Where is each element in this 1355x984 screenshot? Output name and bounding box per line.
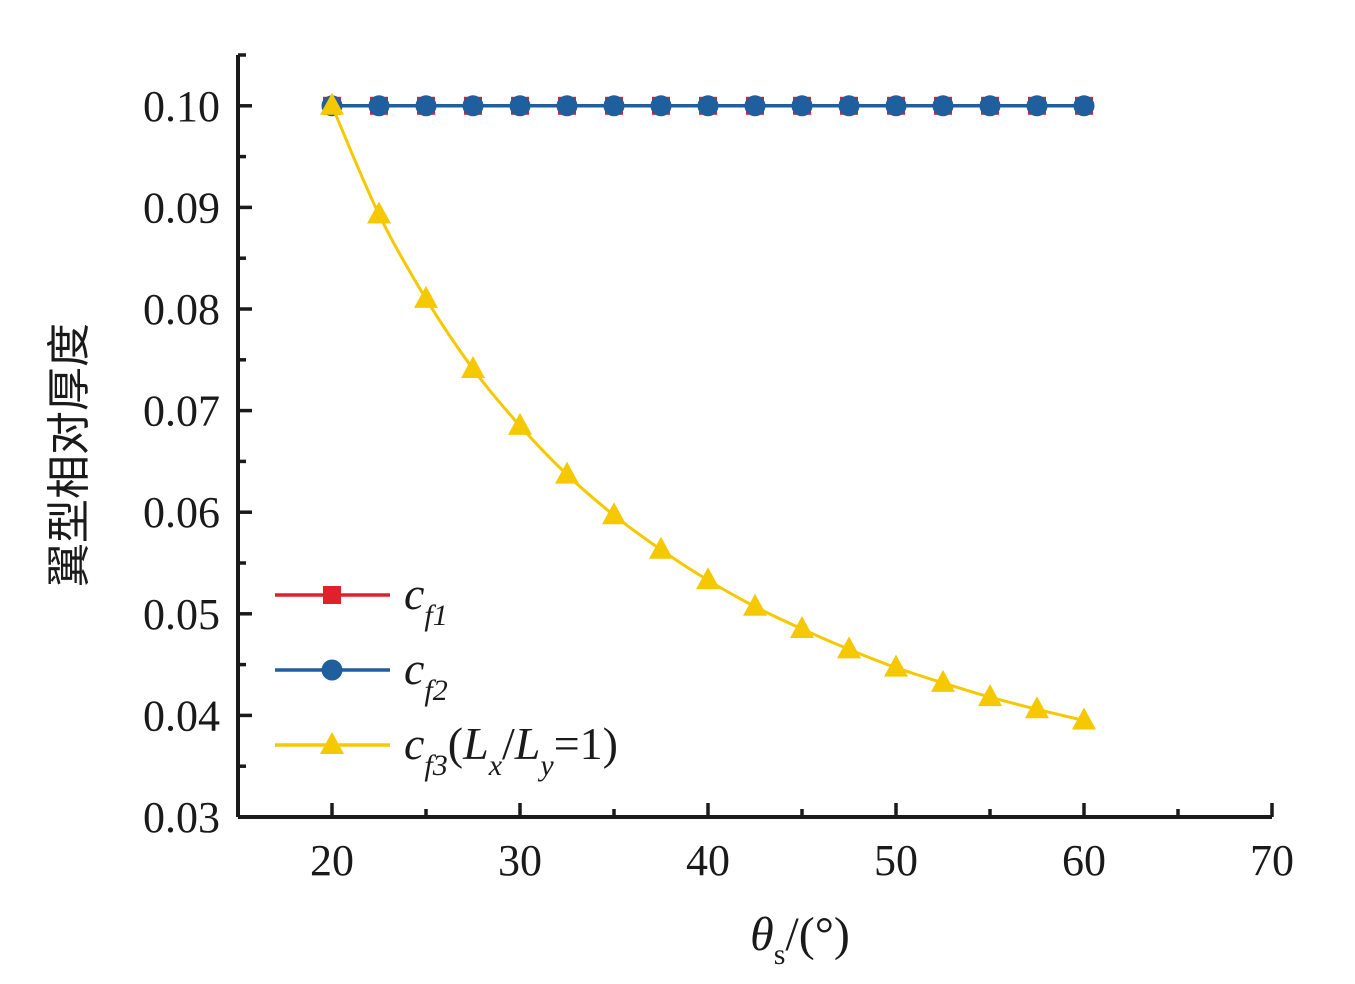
legend-marker: [321, 659, 343, 681]
data-point: [838, 95, 860, 117]
data-point: [1072, 707, 1096, 730]
data-point: [320, 92, 344, 115]
y-tick-label: 0.06: [143, 488, 220, 537]
data-point: [744, 95, 766, 117]
series-cf2: [321, 95, 1095, 117]
y-tick-label: 0.05: [143, 590, 220, 639]
data-point: [885, 95, 907, 117]
data-point: [1025, 696, 1049, 719]
data-point: [650, 95, 672, 117]
y-tick-label: 0.08: [143, 285, 220, 334]
data-point: [556, 95, 578, 117]
series-layer: [320, 92, 1096, 730]
x-axis-unit: /(°): [785, 908, 850, 961]
x-axis-subscript: s: [774, 938, 786, 971]
data-point: [932, 95, 954, 117]
data-point: [791, 95, 813, 117]
data-point: [603, 95, 625, 117]
data-point: [1026, 95, 1048, 117]
x-axis-title: θs/(°): [750, 908, 850, 971]
x-tick-label: 30: [498, 836, 542, 885]
y-tick-label: 0.10: [143, 82, 220, 131]
y-tick-label: 0.03: [143, 793, 220, 842]
y-tick-label: 0.04: [143, 691, 220, 740]
data-point: [837, 636, 861, 659]
legend-item-cf1: cf1: [275, 568, 448, 632]
legend-marker: [323, 586, 341, 604]
data-point: [462, 95, 484, 117]
data-point: [790, 616, 814, 639]
data-point: [509, 95, 531, 117]
x-axis-symbol: θ: [750, 908, 774, 961]
legend-item-cf2: cf2: [275, 643, 448, 707]
data-point: [978, 684, 1002, 707]
legend: cf1 cf2 cf3(Lx/Ly=1): [275, 568, 618, 782]
x-tick-label: 60: [1062, 836, 1106, 885]
data-point: [555, 461, 579, 484]
x-tick-label: 40: [686, 836, 730, 885]
data-point: [649, 536, 673, 559]
data-point: [367, 201, 391, 224]
legend-label: cf3(Lx/Ly=1): [404, 718, 618, 782]
legend-marker: [320, 732, 344, 754]
data-point: [368, 95, 390, 117]
data-point: [931, 669, 955, 692]
data-point: [508, 412, 532, 435]
data-point: [414, 285, 438, 308]
y-tick-label: 0.09: [143, 183, 220, 232]
data-point: [884, 654, 908, 677]
x-tick-label: 20: [310, 836, 354, 885]
data-point: [743, 593, 767, 616]
legend-label: cf1: [404, 568, 448, 632]
data-point: [979, 95, 1001, 117]
y-axis-title: 翼型相对厚度: [44, 323, 95, 587]
data-point: [602, 502, 626, 525]
data-point: [1073, 95, 1095, 117]
series-cf3(Lx/Ly=1): [320, 92, 1096, 730]
x-tick-label: 70: [1250, 836, 1294, 885]
data-point: [697, 95, 719, 117]
legend-item-cf3(Lx/Ly=1): cf3(Lx/Ly=1): [275, 718, 618, 782]
data-point: [696, 567, 720, 590]
legend-label: cf2: [404, 643, 448, 707]
data-point: [415, 95, 437, 117]
axes: 20 30 40 50 60 70 0.03 0.04 0.05 0.06 0.07 0.08 0.09…: [143, 53, 1294, 885]
y-tick-label: 0.07: [143, 387, 220, 436]
data-point: [461, 355, 485, 378]
x-tick-label: 50: [874, 836, 918, 885]
